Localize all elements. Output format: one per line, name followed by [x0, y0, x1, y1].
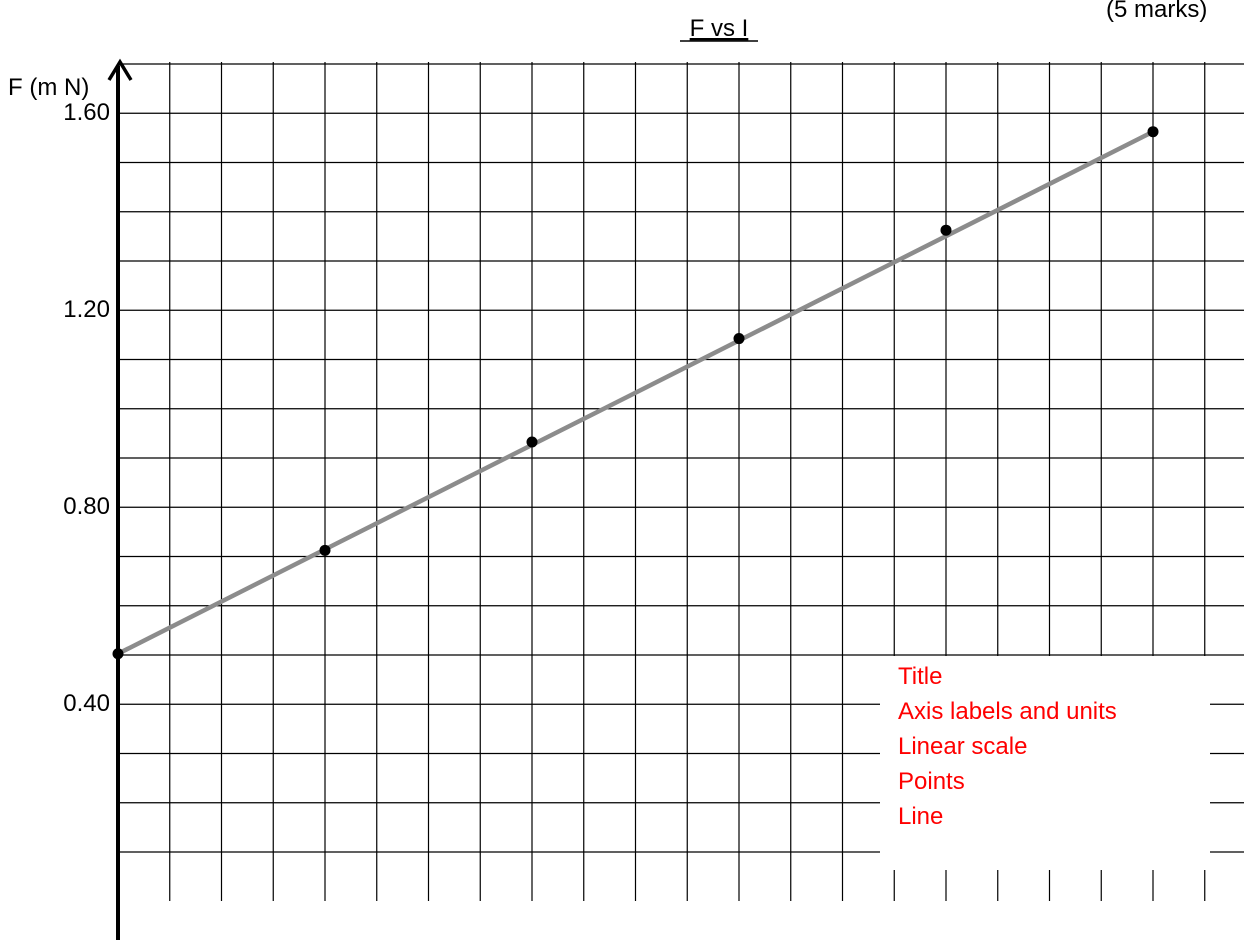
rubric-list: Title Axis labels and units Linear scale Po…: [898, 663, 1117, 830]
data-point: [526, 436, 538, 448]
rubric-item: Line: [898, 803, 943, 830]
data-point: [319, 544, 331, 556]
y-tick-label: 1.20: [63, 296, 110, 323]
data-point: [733, 333, 745, 345]
rubric-box: [880, 656, 1210, 870]
data-point: [940, 224, 952, 236]
data-point: [1147, 126, 1159, 138]
y-tick-labels: 0.40 0.80 1.20 1.60: [63, 99, 110, 717]
data-point: [112, 648, 124, 660]
axes: [107, 58, 133, 940]
data-points: [112, 126, 1159, 660]
marks-label: (5 marks): [1106, 0, 1207, 23]
y-tick-label: 0.40: [63, 690, 110, 717]
rubric-item: Linear scale: [898, 733, 1027, 760]
y-axis-arrow-icon: [107, 58, 133, 81]
y-tick-label: 0.80: [63, 493, 110, 520]
y-axis-label: F (m N): [8, 74, 89, 101]
rubric-item: Axis labels and units: [898, 698, 1117, 725]
rubric-item: Points: [898, 768, 965, 795]
y-tick-label: 1.60: [63, 99, 110, 126]
line-of-best-fit: [115, 129, 1156, 656]
chart-title: F vs I: [690, 15, 749, 42]
rubric-item: Title: [898, 663, 942, 690]
